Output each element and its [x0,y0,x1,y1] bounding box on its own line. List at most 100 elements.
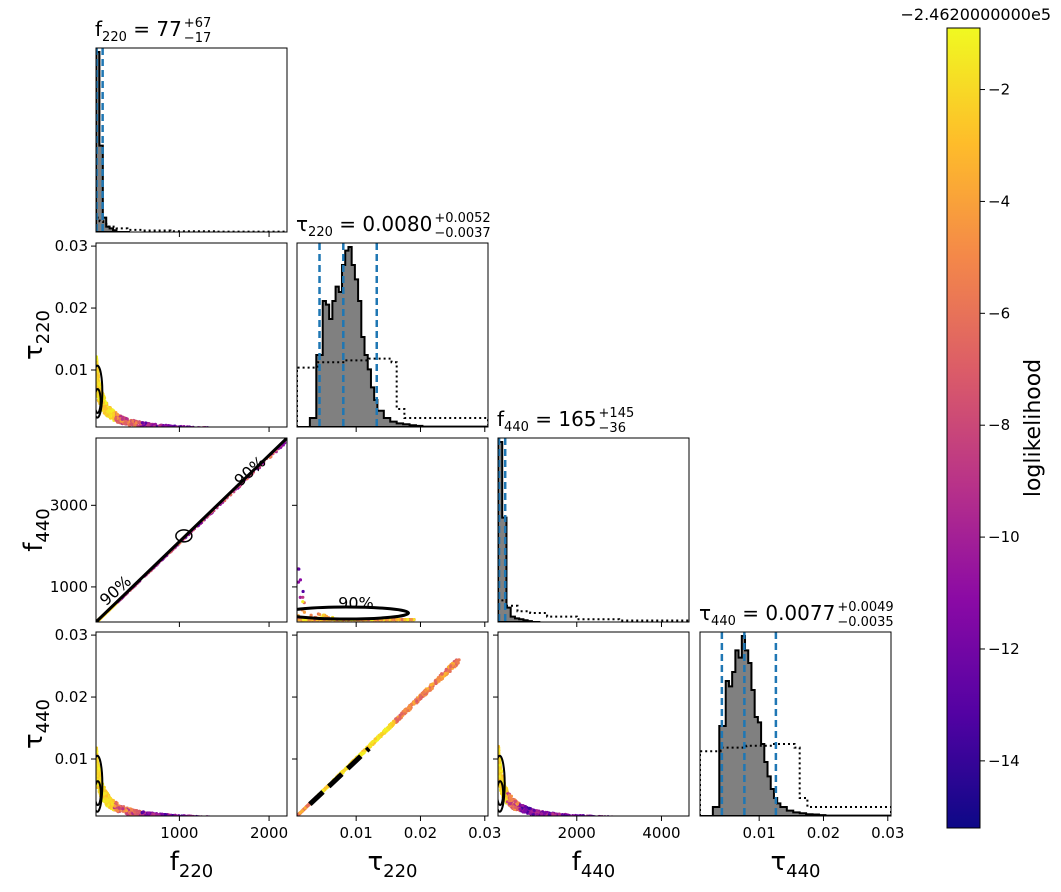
scatter-point [96,361,99,366]
scatter-frame-f220-tau440 [95,631,288,817]
scatter-point [626,817,629,820]
scatter-point [398,716,402,720]
scatter-point [415,699,419,703]
scatter-point [269,428,272,431]
scatter-point [222,817,225,820]
scatter-point [498,747,501,751]
scatter-point [250,817,253,820]
scatter-point [622,816,625,819]
scatter-point [96,762,99,766]
scatter-point [252,428,255,431]
hist-panel-f220 [96,48,287,232]
scatter-point [200,817,203,820]
scatter-point [185,427,188,430]
title-minus-tau440: −0.0035 [837,615,893,630]
scatter-point [227,428,230,431]
scatter-point [362,751,366,755]
scatter-point [669,817,672,820]
scatter-point [113,804,117,808]
contour-50 [498,780,505,807]
scatter-point [277,428,280,431]
scatter-point [196,817,199,820]
scatter-point [219,428,222,431]
scatter-point [635,816,638,819]
scatter-point [644,817,647,820]
scatter-point [96,367,99,371]
scatter-point [227,427,230,430]
scatter-point [676,818,679,821]
scatter-point [639,816,642,819]
scatter-point [527,806,531,810]
scatter-point [278,428,281,431]
x-tick-label-tau220: 0.03 [468,824,501,842]
scatter-point [264,428,267,431]
scatter-point [272,429,275,432]
scatter-point [215,817,218,820]
scatter-point [129,807,134,812]
scatter-point [236,817,239,820]
scatter-point [253,817,256,820]
scatter-point [234,817,237,820]
scatter-point [275,818,278,821]
scatter-point [277,818,280,821]
hist-panel-f440 [498,438,689,622]
scatter-point [226,428,229,431]
scatter-point [179,427,182,430]
y-tick-label-tau220: 0.02 [55,299,88,317]
scatter-point [258,428,261,431]
scatter-point [228,427,231,430]
scatter-point [607,817,610,820]
scatter-point [243,427,246,430]
scatter-point [208,816,211,819]
scatter-point [202,428,205,431]
scatter-point [229,817,232,820]
y-tick-label-tau440: 0.03 [55,626,88,644]
scatter-point [226,817,229,820]
scatter-point [195,816,198,819]
prior-hist-f220 [96,216,287,232]
posterior-hist-tau440 [700,635,891,816]
scatter-point [213,428,216,431]
scatter-point [257,428,260,431]
scatter-point [277,817,280,820]
scatter-point [621,817,624,820]
scatter-point [227,817,230,820]
scatter-point [638,817,641,820]
scatter-point [257,428,260,431]
scatter-point [196,816,199,819]
scatter-point [111,413,115,417]
scatter-point [633,816,636,819]
scatter-point [263,428,266,431]
scatter-point [658,817,661,820]
contour-50 [96,387,102,414]
scatter-point [275,428,278,431]
scatter-point [220,428,223,431]
scatter-point [256,817,259,820]
scatter-point [656,817,659,820]
scatter-point [140,421,144,425]
scatter-point [202,428,205,431]
scatter-point [280,428,283,431]
scatter-point [640,817,643,820]
scatter-point [157,424,161,427]
scatter-point [157,813,161,816]
scatter-point [229,428,232,431]
scatter-point [216,816,219,819]
scatter-point [205,427,208,430]
scatter-point [252,428,255,431]
scatter-point [437,679,441,683]
colorbar-tick-label: −12 [988,640,1020,658]
scatter-point [275,817,278,820]
scatter-point [198,816,201,819]
scatter-point [262,817,265,820]
scatter-point [196,817,199,820]
scatter-point [255,817,258,820]
scatter-point [274,817,277,820]
scatter-point [600,816,603,819]
scatter-point [662,817,665,820]
scatter-point [298,578,303,582]
x-tick-label-tau440: 0.03 [871,824,904,842]
scatter-point [668,818,671,821]
scatter-point [200,816,203,819]
